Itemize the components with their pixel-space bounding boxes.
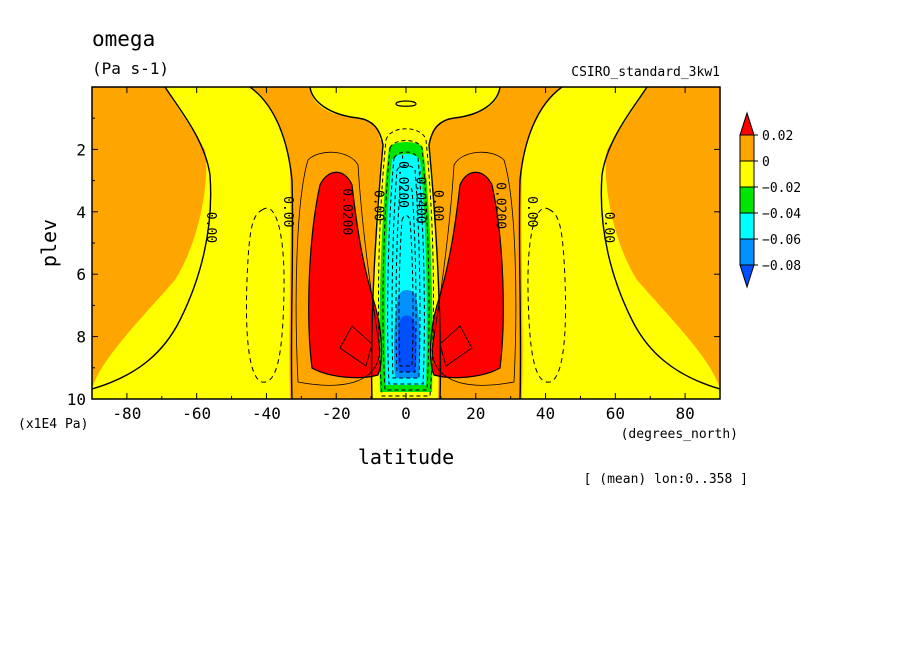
contour-label: 0.0200 xyxy=(339,188,354,235)
contour-zero-center-top-right xyxy=(428,87,501,399)
contour-label: 0.00 xyxy=(430,190,445,221)
contour-label: 0.0200 xyxy=(493,182,508,229)
contour-zero-far-right xyxy=(600,87,720,390)
colorbar-swatch xyxy=(739,134,755,162)
contour-label: -0.0400 xyxy=(412,169,427,224)
colorbar-label: 0 xyxy=(762,155,770,170)
contour-zero-right xyxy=(518,87,563,399)
contour-zero-left xyxy=(249,87,294,399)
y-tick-label: 8 xyxy=(76,328,86,347)
y-units-label: (x1E4 Pa) xyxy=(18,417,88,432)
colorbar: 0.02 0 −0.02 −0.04 −0.06 −0.08 xyxy=(739,111,801,289)
x-tick-label: 20 xyxy=(466,404,485,423)
fill-yellow-right xyxy=(521,87,720,399)
contour-pos-left-inner xyxy=(339,325,373,367)
y-tick-label: 2 xyxy=(76,140,86,159)
colorbar-label: −0.04 xyxy=(762,207,801,222)
contour-pos-right-outer xyxy=(431,151,517,386)
contour-zero-far-left xyxy=(92,87,212,390)
contour-pos-left xyxy=(308,171,383,379)
contour-neg-left-oval xyxy=(245,207,285,383)
contour-label-layer: 0.00 0.00 0.0200 0.00 -0.0200 -0.0400 0.00 0.02… xyxy=(203,153,616,243)
fill-red-right xyxy=(430,172,504,378)
contour-label: 0.00 xyxy=(601,212,616,243)
x-axis: -80 -60 -40 -20 0 20 40 60 80 xyxy=(91,87,721,423)
contour-fill-layer xyxy=(92,87,720,399)
colorbar-top-arrow xyxy=(739,111,755,136)
contour-label: 0.00 xyxy=(203,212,218,243)
contour-top-bubble xyxy=(395,100,417,107)
contour-pos-right-inner xyxy=(439,325,473,367)
colorbar-label: −0.08 xyxy=(762,259,801,274)
x-tick-label: -40 xyxy=(252,404,281,423)
x-tick-label: 0 xyxy=(401,404,411,423)
contour-zero-center-top xyxy=(309,87,384,399)
fill-yellow-left xyxy=(92,87,291,399)
x-tick-label: 60 xyxy=(606,404,625,423)
dataset-label: CSIRO_standard_3kw1 xyxy=(571,65,720,80)
colorbar-swatch xyxy=(739,212,755,240)
mean-note: [ (mean) lon:0..358 ] xyxy=(584,472,748,487)
fill-red-left xyxy=(308,172,382,378)
fill-darkblue-center xyxy=(397,315,417,372)
x-tick-label: 80 xyxy=(675,404,694,423)
x-tick-label: -20 xyxy=(322,404,351,423)
contour-line-layer xyxy=(92,87,720,399)
contour-pos-right xyxy=(429,171,504,379)
chart-units: (Pa s-1) xyxy=(92,59,169,78)
contour-label: 0.00 xyxy=(524,196,539,227)
contour-label: -0.0200 xyxy=(395,153,410,208)
fill-yellow-top-center xyxy=(310,87,500,140)
colorbar-label: −0.06 xyxy=(762,233,801,248)
colorbar-swatch xyxy=(739,186,755,214)
x-tick-label: 40 xyxy=(536,404,555,423)
colorbar-swatch xyxy=(739,238,755,266)
colorbar-label: −0.02 xyxy=(762,181,801,196)
x-axis-title: latitude xyxy=(358,445,454,469)
contour-label: 0.00 xyxy=(280,196,295,227)
colorbar-swatch xyxy=(739,160,755,188)
y-axis: 2 4 6 8 10 xyxy=(67,117,720,409)
chart-title: omega xyxy=(92,27,155,51)
y-tick-label: 6 xyxy=(76,265,86,284)
contour-neg-right-oval xyxy=(527,207,567,383)
y-tick-label: 4 xyxy=(76,203,86,222)
y-tick-label: 10 xyxy=(67,390,86,409)
contour-neg-center-stack xyxy=(378,128,434,397)
contour-label: 0.00 xyxy=(371,190,386,221)
x-tick-label: -80 xyxy=(112,404,141,423)
x-tick-label: -60 xyxy=(182,404,211,423)
x-units-label: (degrees_north) xyxy=(621,427,738,442)
colorbar-label: 0.02 xyxy=(762,129,793,144)
colorbar-bottom-arrow xyxy=(739,264,755,289)
y-axis-title: plev xyxy=(37,219,61,267)
